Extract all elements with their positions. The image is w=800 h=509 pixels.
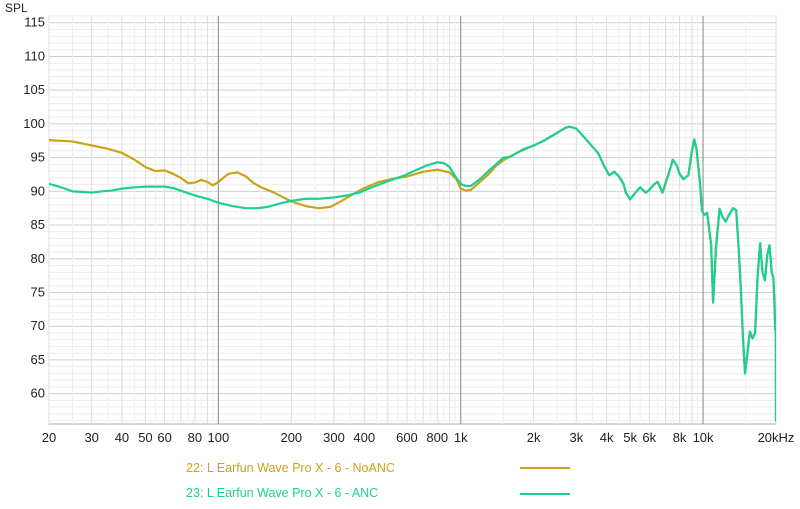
x-tick-label: 10k (693, 430, 714, 445)
y-tick-label: 105 (23, 82, 45, 97)
legend-label-anc: 23: L Earfun Wave Pro X - 6 - ANC (186, 486, 379, 500)
x-tick-label: 400 (353, 430, 375, 445)
frequency-response-chart: 115 110 105 100 95 90 85 80 75 70 65 60 20 30 40 50 60 8… (5, 1, 795, 445)
x-tick-label: 600 (396, 430, 418, 445)
x-tick-label: 50 (138, 430, 152, 445)
x-tick-label: 20kHz (758, 430, 795, 445)
x-tick-label: 5k (623, 430, 637, 445)
plot-area (48, 15, 777, 425)
y-axis-ticks: 115 110 105 100 95 90 85 80 75 70 65 60 (23, 15, 45, 401)
x-tick-label: 6k (642, 430, 656, 445)
y-tick-label: 75 (31, 284, 45, 299)
y-tick-label: 115 (24, 15, 45, 30)
series-line-1 (49, 125, 776, 422)
legend-swatch-noanc (520, 467, 570, 469)
x-tick-label: 1k (454, 430, 468, 445)
x-axis-ticks: 20 30 40 50 60 80 100 200 300 400 600 800 1k 2k 3k 4k 5k… (42, 430, 795, 445)
legend-item-noanc[interactable]: 22: L Earfun Wave Pro X - 6 - NoANC (186, 457, 395, 479)
chart-series (49, 125, 776, 422)
x-tick-label: 40 (115, 430, 129, 445)
x-tick-label: 80 (188, 430, 202, 445)
y-tick-label: 90 (31, 183, 45, 198)
x-tick-label: 200 (280, 430, 302, 445)
chart-grid (48, 15, 777, 425)
y-tick-label: 60 (31, 386, 45, 401)
legend-swatch-anc (520, 493, 570, 495)
x-tick-label: 300 (323, 430, 345, 445)
x-tick-label: 3k (569, 430, 583, 445)
legend-label-noanc: 22: L Earfun Wave Pro X - 6 - NoANC (186, 461, 395, 475)
y-tick-label: 110 (24, 48, 45, 63)
y-tick-label: 100 (23, 116, 45, 131)
x-tick-label: 8k (673, 430, 687, 445)
x-tick-label: 100 (208, 430, 230, 445)
x-tick-label: 4k (600, 430, 614, 445)
legend: 22: L Earfun Wave Pro X - 6 - NoANC 23: … (0, 452, 800, 507)
y-tick-label: 95 (31, 150, 45, 165)
x-tick-label: 30 (84, 430, 98, 445)
y-tick-label: 70 (31, 318, 45, 333)
x-tick-label: 20 (42, 430, 56, 445)
y-tick-label: 85 (31, 217, 45, 232)
y-tick-label: 80 (31, 251, 45, 266)
x-tick-label: 60 (157, 430, 171, 445)
x-tick-label: 800 (426, 430, 448, 445)
y-tick-label: 65 (31, 352, 45, 367)
x-tick-label: 2k (527, 430, 541, 445)
y-axis-label: SPL (5, 1, 28, 15)
legend-item-anc[interactable]: 23: L Earfun Wave Pro X - 6 - ANC (186, 482, 378, 504)
